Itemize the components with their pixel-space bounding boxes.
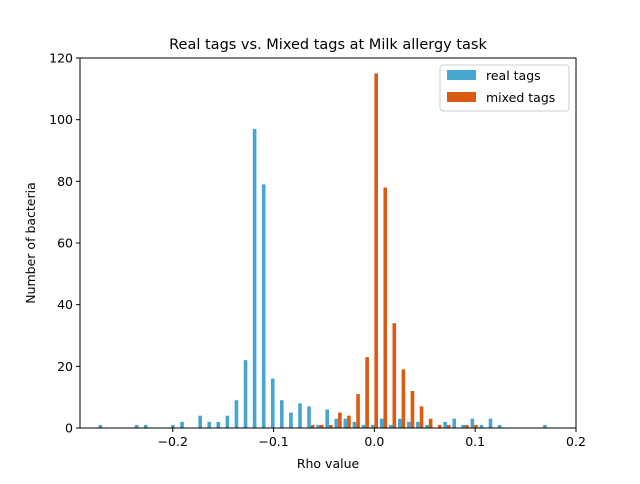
- bar-real-tags: [543, 424, 547, 428]
- y-tick-label: 100: [49, 112, 73, 127]
- x-tick-label: −0.2: [158, 434, 188, 449]
- bar-real-tags: [316, 424, 320, 428]
- legend: real tags mixed tags: [439, 64, 570, 112]
- bar-real-tags: [479, 424, 484, 428]
- x-axis-ticks: −0.2 −0.1 0.0 0.1 0.2: [158, 428, 586, 449]
- y-tick-label: 120: [49, 51, 73, 66]
- bar-real-tags: [252, 128, 257, 429]
- bar-real-tags: [425, 424, 429, 428]
- y-tick-label: 60: [57, 236, 73, 251]
- x-tick-label: 0.0: [364, 434, 384, 449]
- bar-mixed-tags: [465, 424, 469, 428]
- x-tick-label: 0.1: [465, 434, 485, 449]
- bar-real-tags: [443, 421, 447, 428]
- legend-swatch-real-tags: [447, 70, 476, 80]
- bar-real-tags: [452, 418, 457, 428]
- bar-real-tags: [180, 421, 184, 428]
- bar-mixed-tags: [329, 424, 333, 428]
- bar-real-tags: [280, 400, 284, 428]
- bars-group: [98, 73, 547, 429]
- x-tick-label: −0.1: [258, 434, 288, 449]
- bar-real-tags: [207, 421, 212, 428]
- bar-real-tags: [470, 418, 475, 428]
- bar-real-tags: [171, 424, 175, 428]
- bar-real-tags: [225, 415, 230, 428]
- bar-real-tags: [261, 184, 266, 428]
- bar-mixed-tags: [347, 415, 351, 428]
- bar-mixed-tags: [401, 369, 406, 428]
- bar-mixed-tags: [374, 73, 378, 429]
- bar-real-tags: [343, 418, 348, 428]
- bar-real-tags: [488, 418, 493, 428]
- bar-real-tags: [243, 360, 248, 428]
- bar-mixed-tags: [437, 424, 442, 428]
- bar-mixed-tags: [392, 323, 397, 428]
- legend-swatch-mixed-tags: [447, 92, 476, 102]
- bar-real-tags: [298, 403, 302, 428]
- bar-mixed-tags: [319, 424, 324, 428]
- chart-title: Real tags vs. Mixed tags at Milk allergy…: [169, 37, 487, 53]
- bar-real-tags: [198, 415, 202, 428]
- bar-real-tags: [307, 406, 311, 428]
- bar-real-tags: [352, 421, 357, 428]
- bar-real-tags: [407, 421, 411, 428]
- y-tick-label: 0: [65, 421, 73, 436]
- legend-label-real-tags: real tags: [486, 68, 541, 83]
- y-tick-label: 80: [57, 174, 73, 189]
- bar-real-tags: [416, 421, 420, 428]
- y-axis-ticks: 0 20 40 60 80 100 120: [49, 51, 80, 436]
- bar-mixed-tags: [428, 418, 433, 428]
- bar-real-tags: [397, 418, 402, 428]
- bar-real-tags: [388, 424, 393, 428]
- bar-real-tags: [289, 412, 293, 428]
- bar-real-tags: [370, 424, 375, 428]
- bar-mixed-tags: [365, 357, 369, 428]
- bar-real-tags: [216, 421, 221, 428]
- bar-real-tags: [270, 378, 275, 428]
- bar-mixed-tags: [356, 394, 360, 428]
- bar-real-tags: [379, 418, 384, 428]
- bar-real-tags: [134, 424, 139, 428]
- y-axis-label: Number of bacteria: [23, 182, 38, 304]
- bar-mixed-tags: [338, 412, 342, 428]
- x-axis-label: Rho value: [297, 456, 360, 471]
- bar-real-tags: [98, 424, 103, 428]
- bar-real-tags: [334, 418, 339, 428]
- bar-real-tags: [497, 424, 502, 428]
- bar-real-tags: [461, 424, 466, 428]
- bar-real-tags: [143, 424, 148, 428]
- y-tick-label: 20: [57, 359, 73, 374]
- x-tick-label: 0.2: [566, 434, 586, 449]
- legend-label-mixed-tags: mixed tags: [486, 90, 555, 105]
- bar-mixed-tags: [474, 424, 478, 428]
- y-tick-label: 40: [57, 297, 73, 312]
- bar-mixed-tags: [446, 424, 451, 428]
- bar-real-tags: [325, 409, 330, 428]
- bar-mixed-tags: [419, 406, 424, 428]
- bar-real-tags: [234, 400, 239, 428]
- bar-real-tags: [361, 424, 366, 428]
- bar-mixed-tags: [410, 391, 415, 428]
- bar-mixed-tags: [383, 187, 388, 428]
- bar-mixed-tags: [310, 424, 315, 428]
